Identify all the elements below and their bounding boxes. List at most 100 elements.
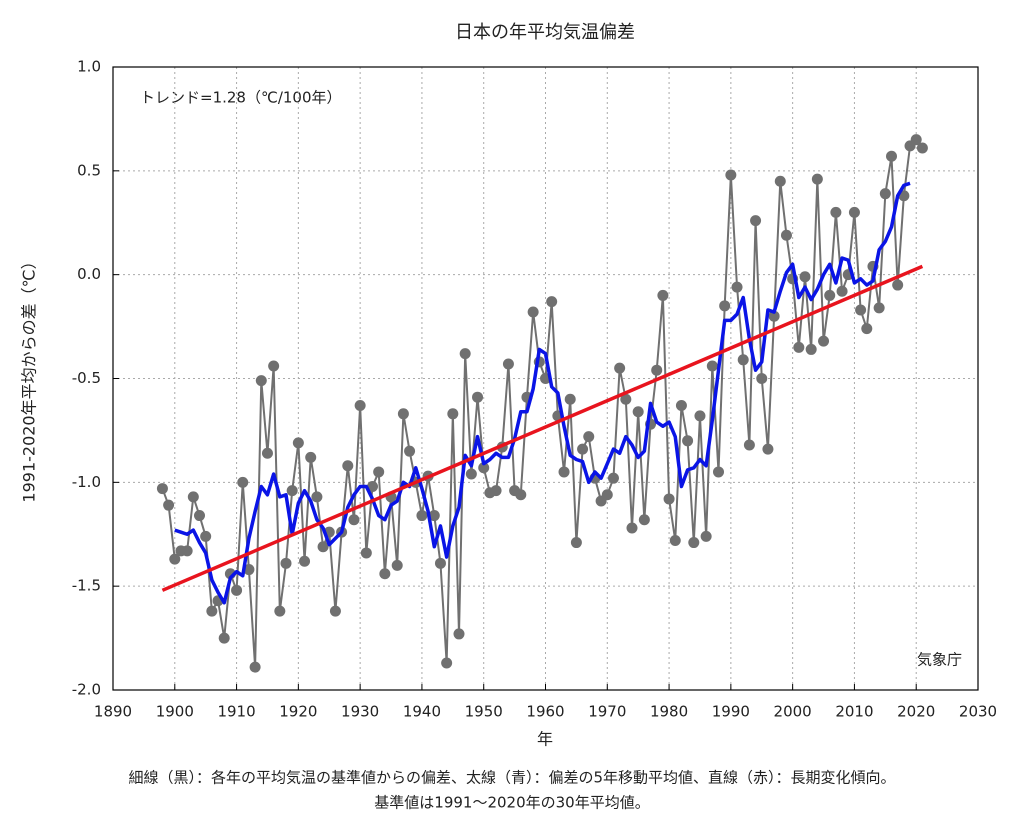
data-point [818,335,830,347]
data-point [546,296,558,308]
data-point [682,435,694,447]
data-point [916,142,928,154]
series-line [174,181,911,605]
data-point [638,514,650,526]
data-point [181,545,193,557]
x-tick-label: 1940 [403,703,441,721]
data-point [317,541,329,553]
data-point [675,399,687,411]
data-point [669,534,681,546]
caption: 基準値は1991〜2020年の30年平均値。 [374,794,649,812]
data-point [243,564,255,576]
data-point [626,522,638,534]
data-point [601,489,613,501]
data-point [651,364,663,376]
data-point [879,188,891,200]
data-point [261,447,273,459]
data-point [793,341,805,353]
data-point [274,605,286,617]
x-tick-label: 1950 [465,703,503,721]
data-point [725,169,737,181]
x-tick-label: 2010 [835,703,873,721]
data-point [719,300,731,312]
data-point [367,480,378,492]
data-point [515,489,527,501]
y-tick-label: -1.5 [72,577,101,595]
data-point [329,605,341,617]
data-point [892,279,904,291]
data-point [255,375,267,387]
plot-frame [112,66,979,691]
x-tick-label: 2000 [774,703,812,721]
data-point [200,530,212,542]
data-point [700,530,712,542]
data-point [490,485,502,497]
y-tick-label: -2.0 [72,681,101,699]
data-point [848,206,860,218]
data-point [910,134,922,146]
data-point [768,310,780,322]
data-point [348,514,360,526]
data-point [268,360,280,372]
data-point [447,408,459,420]
data-point [206,605,218,617]
data-point [564,393,576,405]
trend-line [161,264,924,592]
data-point [428,510,440,522]
data-point [688,537,700,549]
data-point [453,628,465,640]
x-tick-label: 1920 [279,703,317,721]
data-point [311,491,323,503]
series-line [161,138,924,669]
y-tick-label: 0.5 [77,161,101,179]
chart-title: 日本の年平均気温偏差 [455,22,635,43]
data-point [231,584,243,596]
data-point [750,215,762,227]
data-point [607,472,619,484]
data-point [855,304,867,316]
data-point [434,557,446,569]
x-tick-label: 1980 [650,703,688,721]
x-tick-label: 1990 [712,703,750,721]
data-point [743,439,755,451]
data-point [886,150,897,162]
y-tick-label: -0.5 [72,369,101,387]
data-point [657,289,669,301]
data-point [731,281,743,293]
data-point [824,289,836,301]
data-point [799,271,811,283]
y-tick-label: 1.0 [77,58,101,76]
data-point [286,485,298,497]
data-point [762,443,774,455]
data-point [527,306,539,318]
data-point [502,358,514,370]
data-point [156,483,168,495]
data-point [342,460,354,472]
data-point [459,348,471,360]
data-point [249,661,261,673]
data-point [194,510,205,522]
caption: 細線（黒）：各年の平均気温の基準値からの偏差、太線（青）：偏差の5年移動平均値、… [128,769,895,787]
data-point [441,657,453,669]
data-point [632,406,644,418]
data-point [873,302,885,314]
data-point [620,393,632,405]
data-point [558,466,570,478]
data-point [737,354,749,366]
data-point [379,568,391,580]
data-point [163,499,175,511]
y-tick-label: -1.0 [72,473,101,491]
x-axis-label: 年 [537,730,553,749]
data-point [694,410,706,422]
data-point [397,408,409,420]
data-point [373,466,385,478]
data-point [811,173,823,185]
y-tick-label: 0.0 [77,265,101,283]
data-point [780,229,792,241]
data-point [299,555,311,567]
data-point [713,466,724,478]
data-point [354,399,366,411]
x-tick-label: 1890 [94,703,132,721]
data-point [169,553,181,565]
